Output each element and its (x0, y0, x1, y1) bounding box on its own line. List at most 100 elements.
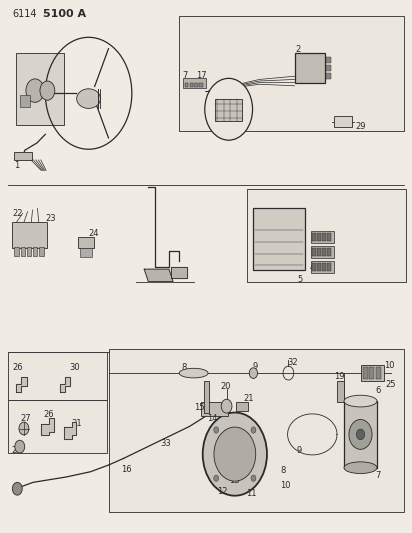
Text: 32: 32 (288, 358, 298, 367)
Polygon shape (64, 422, 76, 439)
Text: 18: 18 (217, 123, 227, 131)
Text: 26: 26 (12, 364, 23, 372)
Bar (201, 402, 228, 416)
Circle shape (251, 427, 256, 433)
Text: 14: 14 (207, 414, 217, 423)
Polygon shape (171, 266, 187, 278)
Text: 10: 10 (280, 481, 290, 489)
Text: 15: 15 (194, 403, 205, 411)
Text: 9: 9 (252, 362, 258, 370)
Bar (109, 349, 404, 512)
Bar (326, 65, 331, 71)
Circle shape (214, 427, 219, 433)
Bar (185, 83, 188, 87)
Bar (312, 263, 316, 271)
Bar (322, 263, 326, 271)
Text: 24: 24 (89, 229, 99, 238)
Text: 31: 31 (71, 419, 82, 428)
Bar (39, 247, 44, 256)
Text: 26: 26 (43, 410, 54, 419)
Bar (247, 189, 406, 282)
Bar (190, 83, 193, 87)
Text: 9: 9 (297, 446, 302, 455)
Bar (317, 263, 321, 271)
Text: 22: 22 (12, 209, 23, 217)
Circle shape (221, 399, 232, 413)
Bar (312, 248, 316, 256)
Bar (78, 237, 94, 248)
Bar (8, 352, 107, 400)
Bar (12, 222, 47, 248)
Bar (311, 261, 334, 273)
Bar (322, 233, 326, 241)
Bar (326, 73, 331, 79)
Text: 13: 13 (229, 477, 240, 485)
Ellipse shape (77, 89, 101, 108)
Circle shape (15, 440, 25, 453)
Text: 2: 2 (296, 45, 301, 53)
Circle shape (40, 81, 55, 100)
Bar (337, 381, 344, 402)
Bar (327, 248, 331, 256)
Bar (27, 247, 31, 256)
Text: 5100 A: 5100 A (43, 9, 87, 19)
Circle shape (249, 368, 258, 378)
Circle shape (26, 79, 44, 102)
Bar (311, 246, 334, 258)
Bar (361, 365, 384, 381)
Bar (194, 83, 198, 87)
Text: 7: 7 (376, 471, 381, 480)
Circle shape (203, 413, 267, 496)
Bar (14, 247, 19, 256)
Circle shape (349, 419, 372, 449)
Bar (236, 402, 248, 411)
Text: 6: 6 (376, 386, 381, 394)
Bar (317, 248, 321, 256)
Bar (80, 248, 92, 257)
Text: 25: 25 (385, 381, 396, 389)
Circle shape (214, 427, 256, 481)
Circle shape (205, 78, 253, 140)
Bar (183, 78, 206, 88)
Ellipse shape (179, 368, 208, 378)
Text: 28: 28 (11, 446, 22, 455)
Text: 11: 11 (246, 489, 257, 498)
Text: 27: 27 (21, 415, 31, 423)
Bar (312, 233, 316, 241)
Text: 6114: 6114 (12, 9, 37, 19)
Bar (326, 57, 331, 63)
Text: 10: 10 (384, 361, 395, 369)
Polygon shape (60, 377, 70, 392)
Text: 7: 7 (183, 71, 188, 80)
Bar (204, 381, 209, 413)
Polygon shape (41, 418, 54, 435)
Text: 1: 1 (14, 161, 20, 169)
Circle shape (12, 482, 22, 495)
Bar (334, 116, 352, 127)
Bar (311, 231, 334, 243)
Bar (295, 53, 325, 83)
Bar (215, 99, 242, 121)
Text: 20: 20 (221, 382, 231, 391)
Bar (199, 83, 203, 87)
Ellipse shape (344, 395, 377, 407)
Text: 5: 5 (297, 275, 303, 284)
Circle shape (356, 429, 365, 440)
Bar (344, 401, 377, 468)
Text: 12: 12 (217, 487, 227, 496)
Bar (327, 233, 331, 241)
Bar (376, 367, 381, 379)
Bar (253, 208, 305, 270)
Bar (16, 53, 64, 125)
Text: 4: 4 (310, 263, 315, 272)
Text: 30: 30 (69, 364, 80, 372)
Text: 29: 29 (355, 123, 365, 131)
Circle shape (19, 422, 29, 435)
Bar (369, 367, 374, 379)
Bar (20, 95, 30, 107)
Bar (33, 247, 37, 256)
Bar (179, 16, 404, 131)
Circle shape (251, 475, 256, 481)
Ellipse shape (344, 462, 377, 473)
Bar (21, 247, 25, 256)
